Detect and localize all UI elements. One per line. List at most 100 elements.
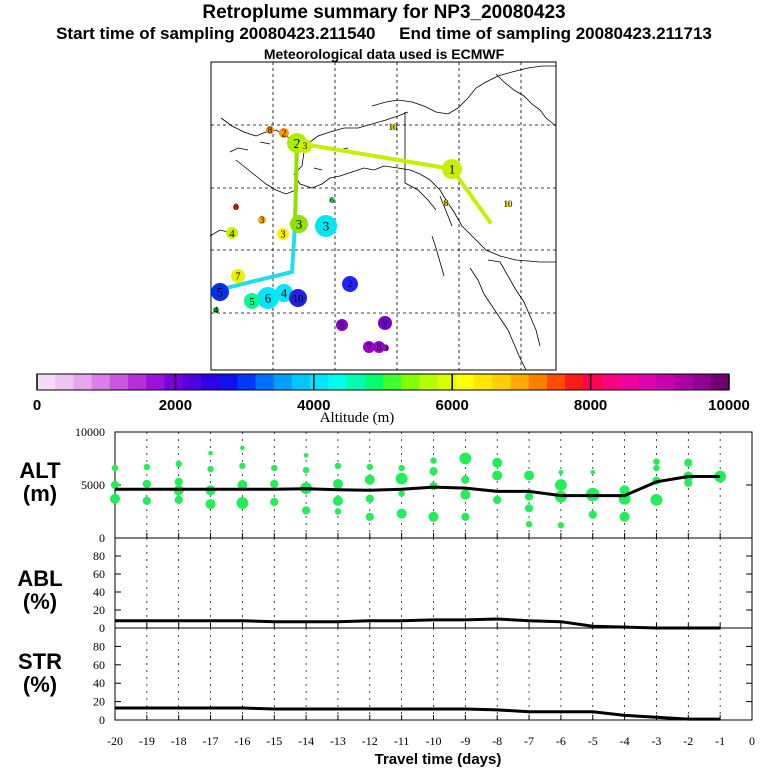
trajectory-segment-2-3 (293, 141, 299, 227)
panel-ylabel: (m) (23, 481, 57, 506)
plume-cluster-label: 5 (217, 285, 224, 300)
x-tick-label: -11 (394, 734, 410, 748)
plume-cluster-marker (373, 341, 385, 353)
altitude-point (334, 508, 342, 515)
altitude-point (429, 467, 438, 476)
plume-cluster-label: 1 (449, 162, 456, 177)
x-tick-label: -10 (426, 734, 442, 748)
altitude-median-line (115, 475, 721, 498)
x-axis-title: Travel time (days) (375, 751, 502, 768)
x-tick-label: -18 (171, 734, 187, 748)
plume-cluster-marker (342, 276, 358, 292)
altitude-point (239, 462, 246, 470)
plume-cluster-marker (244, 293, 260, 309)
plume-cluster-marker (315, 215, 337, 237)
plume-cluster-label: 3 (323, 219, 330, 234)
plume-cluster-label: 2 (348, 279, 353, 289)
colorbar-cell (91, 374, 111, 390)
altitude-point (270, 479, 279, 489)
x-tick-label: -6 (556, 734, 566, 748)
x-tick-label: -14 (298, 734, 314, 748)
altitude-point (460, 489, 471, 500)
plume-cluster-marker (383, 345, 389, 351)
altitude-point (619, 511, 630, 522)
panel-ylabel: ALT (19, 458, 61, 483)
colorbar-cell (437, 374, 457, 390)
altitude-point (428, 511, 439, 522)
x-tick-label: -4 (620, 734, 630, 748)
panel-frame (114, 537, 753, 629)
x-tick-label: -15 (266, 734, 282, 748)
plume-cluster-marker (226, 227, 238, 239)
plume-cluster-label: 7 (367, 343, 372, 354)
x-tick-label: -1 (715, 734, 725, 748)
plume-cluster-label: 9 (383, 319, 388, 330)
colorbar-cell (656, 374, 675, 390)
plume-cluster-label: 3 (260, 215, 265, 225)
altitude-point (395, 472, 408, 485)
y-tick-label: 60 (93, 658, 105, 672)
y-tick-label: 5000 (81, 478, 105, 492)
colorbar-cell (255, 374, 275, 390)
altitude-point (207, 465, 214, 473)
y-tick-label: 20 (93, 603, 105, 617)
colorbar-cell (455, 374, 475, 390)
colorbar-cell (37, 374, 56, 390)
colorbar-cell (109, 374, 129, 390)
colorbar-cell (601, 374, 621, 390)
altitude-point (142, 479, 151, 489)
plume-cluster-marker (329, 197, 335, 203)
x-tick-label: -13 (330, 734, 346, 748)
plume-cluster-label: 3 (281, 230, 286, 241)
plume-cluster-label: 3 (303, 141, 308, 151)
altitude-point (270, 497, 279, 507)
altitude-point (302, 506, 311, 515)
colorbar-cell (565, 374, 584, 390)
colorbar-cell (182, 374, 202, 390)
x-tick-label: -20 (107, 734, 123, 748)
plume-cluster-marker (363, 341, 375, 353)
colorbar-cell (492, 374, 511, 390)
plume-cluster-marker (211, 283, 229, 301)
y-tick-label: 10000 (75, 425, 105, 439)
x-tick-label: -2 (683, 734, 693, 748)
plume-cluster-label: 2 (282, 129, 287, 140)
altitude-point (110, 480, 120, 490)
y-tick-label: 80 (93, 639, 105, 653)
x-tick-label: -9 (460, 734, 470, 748)
altitude-point (366, 463, 373, 471)
altitude-point (365, 494, 374, 503)
altitude-point (492, 470, 503, 481)
altitude-point (461, 475, 470, 484)
plume-cluster-label: 2 (294, 137, 301, 152)
colorbar-tick-label: 10000 (708, 397, 750, 414)
colorbar-cell (237, 374, 257, 390)
plume-cluster-label: 4 (214, 305, 219, 315)
plume-cluster-label: 7 (236, 272, 241, 283)
plume-cluster-label: 3 (296, 217, 303, 232)
altitude-point (205, 499, 216, 510)
x-tick-label: -5 (588, 734, 598, 748)
plume-cluster-marker (279, 128, 289, 138)
altitude-point (684, 478, 693, 487)
sampling-times: Start time of sampling 20080423.211540 E… (56, 24, 712, 43)
time-series-panels: 0500010000ALT(m)020406080ABL(%)020406080… (17, 425, 755, 768)
plume-cluster-marker (336, 319, 348, 331)
plume-cluster-label: 8 (377, 343, 382, 354)
altitude-point (524, 504, 534, 513)
altitude-point (142, 496, 151, 505)
altitude-point (334, 462, 342, 470)
panel-ylabel: (%) (23, 589, 57, 614)
plume-cluster-marker (390, 124, 396, 130)
panel-ylabel: (%) (23, 672, 57, 697)
plume-cluster-marker (298, 139, 312, 153)
colorbar-cell (346, 374, 366, 390)
altitude-point (208, 450, 213, 456)
plume-cluster-marker (275, 284, 293, 302)
colorbar-cell (528, 374, 548, 390)
colorbar-cell (146, 374, 165, 390)
plume-cluster-label: 8 (444, 198, 449, 208)
y-tick-label: 80 (93, 549, 105, 563)
